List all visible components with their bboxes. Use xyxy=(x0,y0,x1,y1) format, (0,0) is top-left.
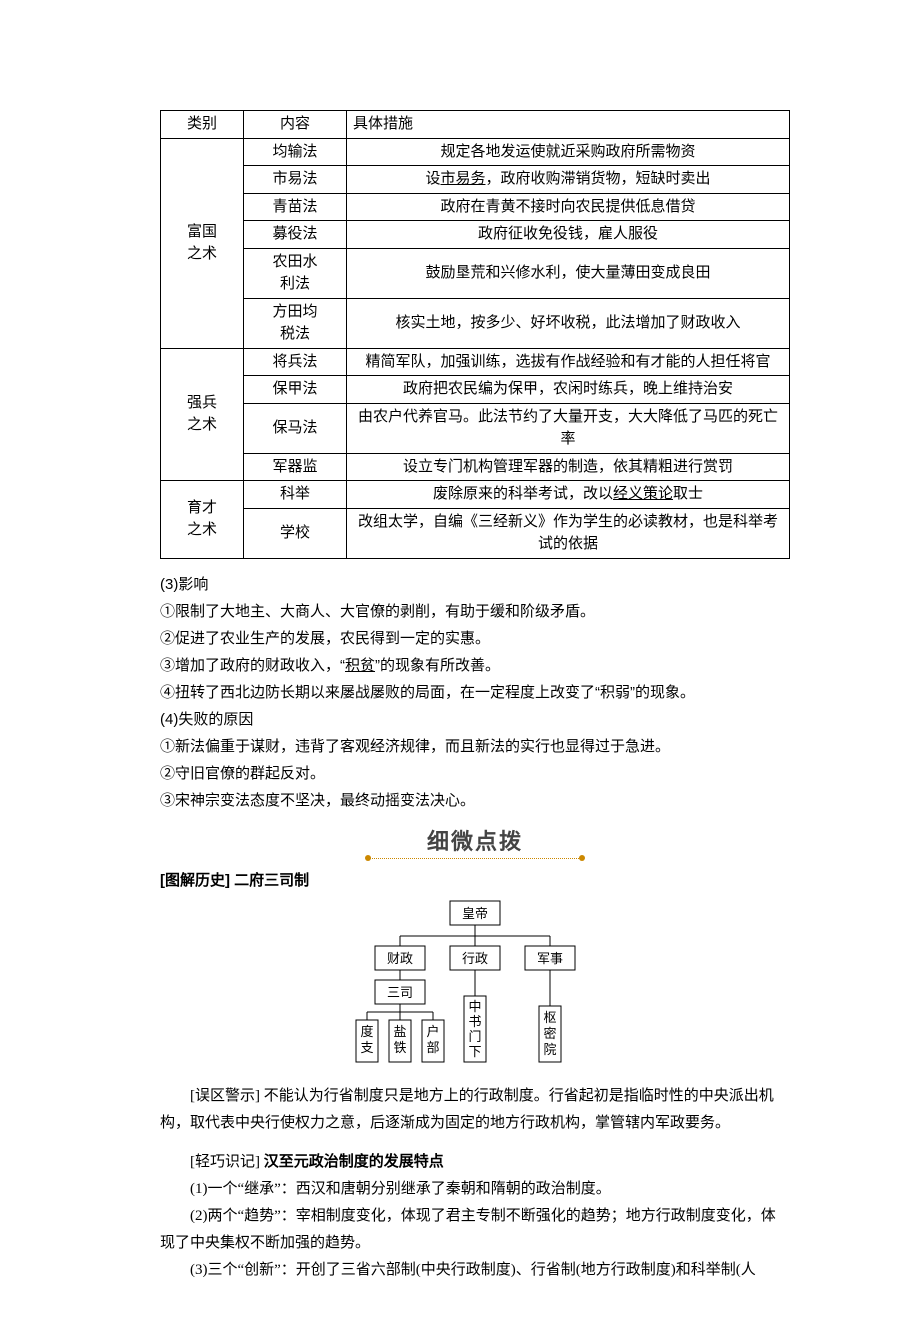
text: ③增加了政府的财政收入，“ xyxy=(160,657,345,674)
heading-text: 细微点拨 xyxy=(427,829,523,854)
n: 户 xyxy=(426,1024,439,1039)
n: 密 xyxy=(543,1026,556,1041)
fail-line: ③宋神宗变法态度不坚决，最终动摇变法决心。 xyxy=(160,787,790,814)
svg-text:三司: 三司 xyxy=(387,985,413,1000)
desc-cell: 改组太学，自编《三经新义》作为学生的必读教材，也是科举考试的依据 xyxy=(347,508,790,558)
item-cell: 募役法 xyxy=(244,221,347,249)
item-cell: 学校 xyxy=(244,508,347,558)
n: 院 xyxy=(543,1042,556,1057)
effects-section: (3)影响 ①限制了大地主、大商人、大官僚的剥削，有助于缓和阶级矛盾。 ②促进了… xyxy=(160,571,790,814)
th-category: 类别 xyxy=(161,111,244,139)
chart-title: [图解历史] 二府三司制 xyxy=(160,869,790,890)
n: 下 xyxy=(468,1044,481,1059)
desc-cell: 政府在青黄不接时向农民提供低息借贷 xyxy=(347,193,790,221)
text: ”的现象有所改善。 xyxy=(375,657,500,674)
desc-cell: 政府把农民编为保甲，农闲时练兵，晚上维持治安 xyxy=(347,376,790,404)
desc-cell: 废除原来的科举考试，改以经义策论取士 xyxy=(347,481,790,509)
memo-item: (3)三个“创新”：开创了三省六部制(中央行政制度)、行省制(地方行政制度)和科… xyxy=(160,1257,790,1284)
chart-title-text: [图解历史] 二府三司制 xyxy=(160,872,309,889)
n: 枢 xyxy=(543,1010,556,1025)
n: 中 xyxy=(468,999,481,1014)
category-cell: 育才之术 xyxy=(161,481,244,559)
org-chart: 皇帝 财政 行政 军事 三司 度 支 xyxy=(160,896,790,1071)
category-cell: 强兵之术 xyxy=(161,348,244,481)
item-cell: 科举 xyxy=(244,481,347,509)
svg-text:财政: 财政 xyxy=(387,951,413,966)
desc-cell: 鼓励垦荒和兴修水利，使大量薄田变成良田 xyxy=(347,248,790,298)
fail-line: ①新法偏重于谋财，违背了客观经济规律，而且新法的实行也显得过于急进。 xyxy=(160,733,790,760)
item-cell: 保甲法 xyxy=(244,376,347,404)
underline-text: 积贫 xyxy=(345,657,375,674)
svg-text:皇帝: 皇帝 xyxy=(462,906,488,921)
desc-cell: 规定各地发运使就近采购政府所需物资 xyxy=(347,138,790,166)
item-cell: 保马法 xyxy=(244,403,347,453)
n: 盐 xyxy=(393,1024,406,1039)
effects-line: ③增加了政府的财政收入，“积贫”的现象有所改善。 xyxy=(160,652,790,679)
section-heading: 细微点拨 xyxy=(160,824,790,859)
svg-text:军事: 军事 xyxy=(537,951,563,966)
svg-text:行政: 行政 xyxy=(462,951,488,966)
item-cell: 方田均税法 xyxy=(244,298,347,348)
desc-cell: 政府征收免役钱，雇人服役 xyxy=(347,221,790,249)
measures-table: 类别 内容 具体措施 富国之术均输法规定各地发运使就近采购政府所需物资市易法设市… xyxy=(160,110,790,559)
effects-line: ④扭转了西北边防长期以来屡战屡败的局面，在一定程度上改变了“积弱”的现象。 xyxy=(160,679,790,706)
n: 支 xyxy=(360,1040,373,1055)
memo-section: [轻巧识记] 汉至元政治制度的发展特点 (1)一个“继承”：西汉和唐朝分别继承了… xyxy=(160,1149,790,1284)
n: 书 xyxy=(468,1014,481,1029)
item-cell: 将兵法 xyxy=(244,348,347,376)
warning-label: [误区警示] xyxy=(190,1088,264,1104)
effects-line: ①限制了大地主、大商人、大官僚的剥削，有助于缓和阶级矛盾。 xyxy=(160,598,790,625)
effects-line: ②促进了农业生产的发展，农民得到一定的实惠。 xyxy=(160,625,790,652)
fail-line: ②守旧官僚的群起反对。 xyxy=(160,760,790,787)
item-cell: 青苗法 xyxy=(244,193,347,221)
effects-title: (3)影响 xyxy=(160,571,790,598)
item-cell: 市易法 xyxy=(244,166,347,194)
warning-section: [误区警示] 不能认为行省制度只是地方上的行政制度。行省起初是指临时性的中央派出… xyxy=(160,1083,790,1137)
memo-item: (2)两个“趋势”：宰相制度变化，体现了君主专制不断强化的趋势；地方行政制度变化… xyxy=(160,1203,790,1257)
item-cell: 均输法 xyxy=(244,138,347,166)
org-chart-svg: 皇帝 财政 行政 军事 三司 度 支 xyxy=(345,896,605,1066)
item-cell: 农田水利法 xyxy=(244,248,347,298)
n: 门 xyxy=(468,1029,481,1044)
desc-cell: 由农户代养官马。此法节约了大量开支，大大降低了马匹的死亡率 xyxy=(347,403,790,453)
n: 度 xyxy=(360,1024,373,1039)
category-cell: 富国之术 xyxy=(161,138,244,348)
th-detail: 具体措施 xyxy=(347,111,790,139)
n: 部 xyxy=(426,1040,439,1055)
desc-cell: 核实土地，按多少、好坏收税，此法增加了财政收入 xyxy=(347,298,790,348)
desc-cell: 设市易务，政府收购滞销货物，短缺时卖出 xyxy=(347,166,790,194)
fail-title: (4)失败的原因 xyxy=(160,706,790,733)
memo-title: 汉至元政治制度的发展特点 xyxy=(264,1154,444,1170)
memo-label: [轻巧识记] xyxy=(190,1154,264,1170)
desc-cell: 精简军队，加强训练，选拔有作战经验和有才能的人担任将官 xyxy=(347,348,790,376)
desc-cell: 设立专门机构管理军器的制造，依其精粗进行赏罚 xyxy=(347,453,790,481)
item-cell: 军器监 xyxy=(244,453,347,481)
th-content: 内容 xyxy=(244,111,347,139)
memo-item: (1)一个“继承”：西汉和唐朝分别继承了秦朝和隋朝的政治制度。 xyxy=(160,1176,790,1203)
n: 铁 xyxy=(393,1040,406,1055)
